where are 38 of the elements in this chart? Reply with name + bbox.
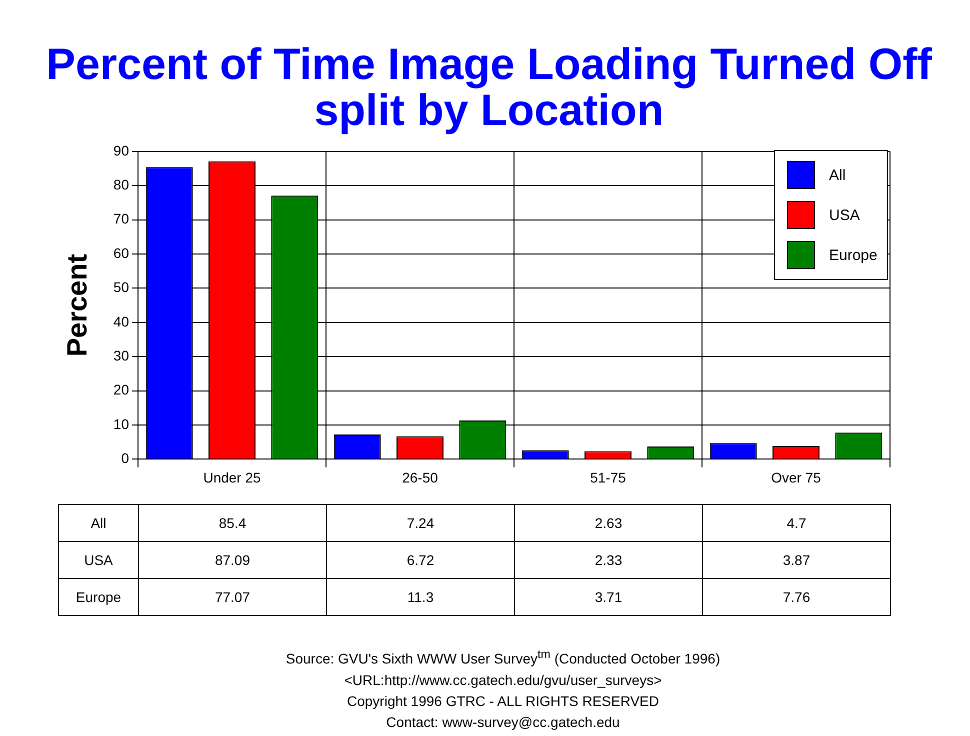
y-tick-label: 30 [113,347,130,364]
y-tick-label: 90 [113,142,130,158]
x-tick-label: 26-50 [402,469,438,486]
text: All [90,515,106,531]
y-tick-label: 50 [113,279,130,296]
y-tick-label: 80 [113,176,130,192]
text: Contact: www-survey@cc.gatech.edu [385,712,621,732]
y-tick-label: 0 [121,450,130,466]
y-tick-label: 60 [113,244,130,261]
data-label: 11.3 [326,578,514,616]
data-label: 6.72 [326,542,514,578]
data-label: 2.33 [514,542,702,578]
data-label: 2.63 [514,504,702,542]
legend-label: USA [829,206,860,224]
data-label: 7.24 [326,504,514,542]
y-tick-label: 20 [113,382,130,398]
y-tick-label: 10 [113,416,130,432]
data-label: 85.4 [138,504,326,542]
text: Copyright 1996 GTRC - ALL RIGHTS RESERVED [346,692,660,711]
x-tick-label: 51-75 [590,469,626,486]
data-label: 87.09 [138,542,326,578]
data-label: 3.71 [514,578,702,616]
data-label: 77.07 [138,578,326,616]
legend-label: All [829,166,846,184]
data-label: 4.7 [702,504,890,542]
chart-title: Percent of Time Image Loading Turned Off split by Location [45,40,933,135]
text: Europe [76,589,122,605]
x-tick-label: Over 75 [771,469,822,486]
source-note: Source: GVU's Sixth WWW User Survey$^{tm}$ (Conducted October 1996) [284,647,722,669]
legend-label: Europe [829,246,878,264]
x-tick-label: Under 25 [203,469,262,486]
y-axis-title: Percent [62,254,93,357]
data-label: 3.87 [702,542,890,578]
y-tick-label: 70 [113,210,130,227]
y-tick-label: 40 [113,313,130,330]
text: USA [84,552,113,568]
text: <URL:http://www.cc.gatech.edu/gvu/user_surveys> [343,670,663,690]
data-label: 7.76 [702,578,890,616]
